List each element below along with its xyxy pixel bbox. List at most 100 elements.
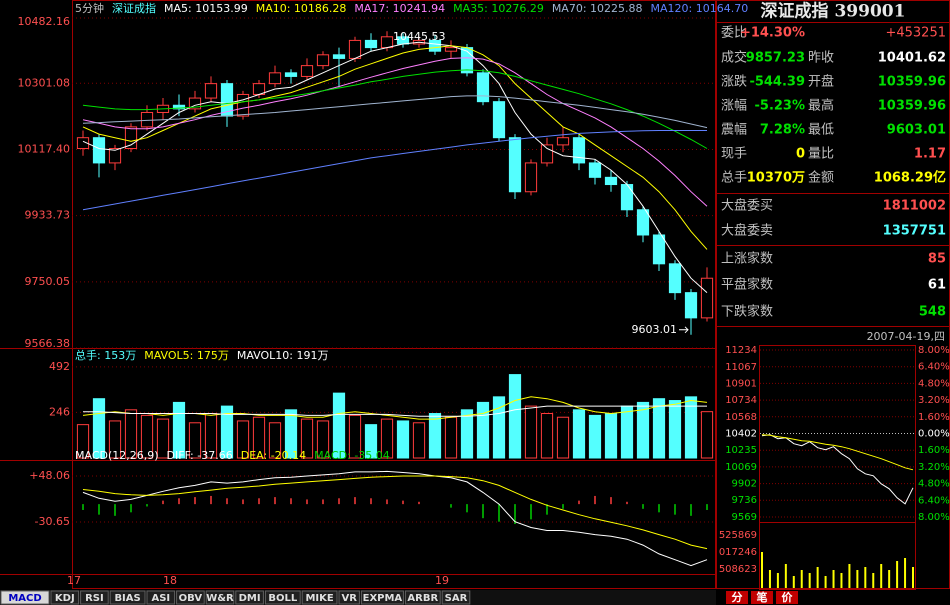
quote-value: 1068.29亿: [874, 170, 946, 186]
candle-body: [172, 104, 186, 110]
quote-value: 548: [919, 305, 946, 320]
candle-body: [76, 137, 90, 150]
candle-body: [652, 234, 666, 265]
candle-body: [236, 93, 250, 117]
indicator-tab[interactable]: [301, 590, 338, 605]
quote-label: 震幅: [721, 123, 747, 138]
candle-body: [316, 54, 330, 67]
indicator-tab-label[interactable]: ASI: [151, 593, 170, 604]
volume-bar: [540, 413, 554, 459]
volume-bar: [316, 420, 330, 459]
volume-label: 508623: [719, 564, 757, 575]
indicator-tab-label[interactable]: SAR: [445, 593, 468, 604]
candle-body: [476, 72, 490, 103]
side-tab[interactable]: [776, 591, 798, 604]
candle-body: [300, 65, 314, 77]
indicator-tab[interactable]: [235, 590, 264, 605]
indicator-tab[interactable]: [146, 590, 176, 605]
quote-label: 大盘委买: [721, 198, 773, 214]
volume-bar: [300, 418, 314, 459]
indicator-tab-label[interactable]: ARBR: [407, 593, 438, 604]
quote-label: 平盘家数: [721, 277, 773, 293]
volume-bar: [124, 409, 138, 459]
quote-value: +14.30%: [740, 26, 805, 41]
date-label: 2007-04-19,四: [867, 330, 945, 343]
candle-body: [364, 39, 378, 49]
candle-body: [332, 54, 346, 59]
indicator-tab[interactable]: [404, 590, 441, 605]
volume-bar: [588, 414, 602, 459]
volume-bar: [236, 420, 250, 459]
y-tick-label: 10734: [725, 395, 757, 406]
legend-item: MAVOL5: 175万: [144, 349, 229, 362]
indicator-tab[interactable]: [176, 590, 205, 605]
candle-body: [700, 277, 714, 319]
legend-item: MA17: 10241.94: [354, 2, 445, 15]
candle-body: [348, 39, 362, 59]
indicator-tab-label[interactable]: DMI: [239, 593, 261, 604]
side-tab-label[interactable]: 价: [782, 591, 794, 604]
candle-body: [204, 83, 218, 99]
quote-label: 开盘: [808, 74, 834, 90]
candle-body: [140, 111, 154, 128]
candle-body: [572, 137, 586, 164]
y-tick-label: 9750.05: [25, 275, 71, 288]
quote-value: 0: [796, 147, 805, 162]
indicator-tab-label[interactable]: W&R: [206, 593, 234, 604]
indicator-tab-label[interactable]: OBV: [179, 593, 203, 604]
candle-body: [540, 144, 554, 164]
indicator-tab[interactable]: [360, 590, 404, 605]
low-label: 9603.01: [632, 323, 678, 336]
y2-tick-label: 4.80%: [918, 479, 950, 490]
quote-value: 61: [928, 278, 946, 293]
chart-frame: [72, 0, 716, 589]
quote-label: 成交: [721, 50, 747, 66]
high-label: 10445.53: [393, 30, 446, 43]
indicator-tab-label[interactable]: KDJ: [55, 593, 75, 604]
side-tab[interactable]: [726, 591, 748, 604]
volume-bar: [364, 424, 378, 459]
y-tick-label: 11234: [725, 345, 757, 356]
quote-label: 量比: [808, 147, 834, 162]
indicator-tab-label[interactable]: RSI: [85, 593, 104, 604]
volume-bar: [412, 422, 426, 459]
x-tick-label: 19: [435, 574, 449, 587]
indicator-tab[interactable]: [205, 590, 235, 605]
legend-item: MA35: 10276.29: [453, 2, 544, 15]
indicator-tab-label[interactable]: EXPMA: [363, 593, 403, 604]
side-tab-label[interactable]: 分: [732, 590, 743, 604]
volume-bar: [460, 409, 474, 459]
candle-body: [588, 162, 602, 178]
volume-bar: [604, 413, 618, 459]
indicator-tab[interactable]: [0, 590, 50, 605]
side-tab-label[interactable]: 笔: [757, 590, 768, 604]
volume-bar: [492, 396, 506, 459]
legend-item: MACD(12,26,9): [75, 449, 159, 462]
y-tick-label: +48.06: [29, 469, 70, 482]
volume-bar: [444, 416, 458, 459]
indicator-tab-label[interactable]: MIKE: [305, 593, 333, 604]
indicator-tab[interactable]: [109, 590, 146, 605]
candle-body: [492, 101, 506, 139]
indicator-tab-label[interactable]: VR: [341, 593, 357, 604]
indicator-tab[interactable]: [338, 590, 360, 605]
y2-tick-label: 6.40%: [918, 495, 950, 506]
legend-item: MA10: 10186.28: [256, 2, 347, 15]
indicator-tab-label[interactable]: BOLL: [268, 593, 297, 604]
y-tick-label: 10117.40: [18, 142, 71, 155]
indicator-tab-label[interactable]: BIAS: [114, 593, 140, 604]
indicator-tab-label[interactable]: MACD: [8, 593, 41, 604]
indicator-tab[interactable]: [264, 590, 301, 605]
legend-item: DIFF: -37.66: [167, 449, 233, 462]
indicator-tab[interactable]: [50, 590, 80, 605]
legend-item: 深证成指: [112, 1, 156, 15]
side-tab[interactable]: [751, 591, 773, 604]
volume-bar: [476, 401, 490, 459]
intraday-line: [761, 434, 914, 505]
indicator-tab[interactable]: [441, 590, 471, 605]
candle-body: [668, 263, 682, 294]
x-tick-label: 18: [163, 574, 177, 587]
indicator-tab[interactable]: [80, 590, 109, 605]
volume-bar: [684, 396, 698, 459]
